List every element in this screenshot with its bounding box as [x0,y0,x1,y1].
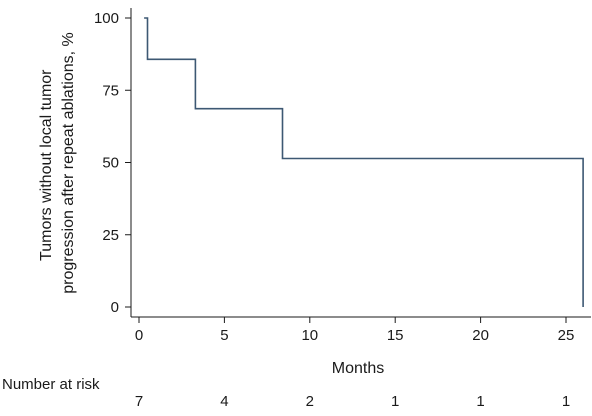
survival-step-line [144,17,584,307]
x-axis-title: Months [332,360,384,377]
risk-table-counts: 7 4 2 1 1 1 [135,393,570,410]
y-tick-label: 50 [102,155,119,172]
x-tick-label: 0 [135,327,143,344]
y-axis-title-line-2: progression after repeat ablations, % [60,32,77,293]
risk-count: 1 [476,393,484,410]
series [144,17,584,307]
y-tick-label: 75 [102,82,119,99]
risk-count: 4 [220,393,228,410]
risk-count: 1 [562,393,570,410]
x-tick-label: 5 [220,327,228,344]
risk-count: 7 [135,393,143,410]
y-axis-title-line-1: Tumors without local tumor [38,69,55,261]
x-tick-label: 25 [558,327,575,344]
y-axis-title: Tumors without local tumor progression a… [38,32,77,293]
x-tick-label: 10 [301,327,318,344]
y-tick-label: 25 [102,227,119,244]
risk-count: 2 [306,393,314,410]
axes [130,8,591,318]
risk-count: 1 [391,393,399,410]
x-tick-label: 15 [387,327,404,344]
y-tick-label: 0 [111,299,119,316]
x-ticks: 0 5 10 15 20 25 [135,317,575,344]
risk-table-label: Number at risk [2,376,100,393]
y-tick-label: 100 [94,10,119,27]
y-ticks: 0 25 50 75 100 [94,10,131,316]
x-tick-label: 20 [472,327,489,344]
